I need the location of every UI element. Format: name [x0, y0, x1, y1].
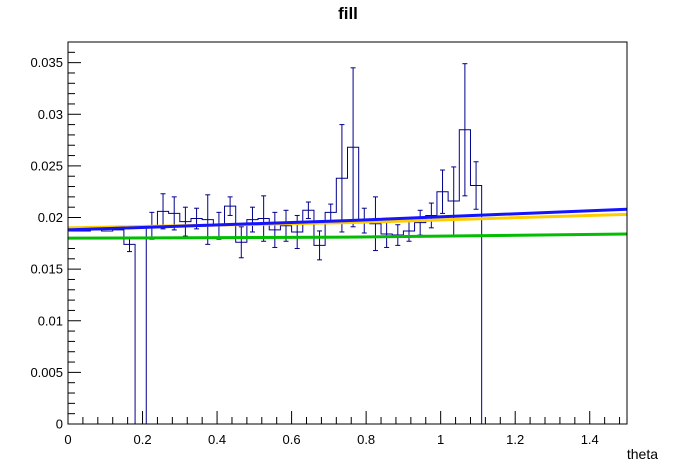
chart-title: fill — [338, 4, 358, 23]
x-tick-label: 0 — [64, 432, 71, 447]
y-tick-label: 0.005 — [30, 365, 63, 380]
y-tick-label: 0.01 — [38, 313, 63, 328]
y-tick-label: 0.03 — [38, 107, 63, 122]
x-tick-label: 0.4 — [208, 432, 226, 447]
y-tick-label: 0.02 — [38, 210, 63, 225]
y-tick-label: 0 — [56, 417, 63, 432]
axes — [67, 51, 621, 425]
x-tick-label: 0.6 — [283, 432, 301, 447]
fit-blue-line — [67, 207, 628, 232]
x-tick-label: 1.2 — [506, 432, 524, 447]
y-tick-label: 0.015 — [30, 262, 63, 277]
y-tick-label: 0.025 — [30, 158, 63, 173]
plot-frame — [67, 41, 628, 425]
y-tick-label: 0.035 — [30, 55, 63, 70]
x-tick-label: 0.2 — [133, 432, 151, 447]
x-tick-label: 1 — [437, 432, 444, 447]
x-axis-title: theta — [626, 446, 658, 462]
x-tick-label: 0.8 — [357, 432, 375, 447]
histogram-line — [68, 129, 627, 425]
fit-green-line — [67, 232, 628, 240]
x-tick-label: 1.4 — [581, 432, 599, 447]
